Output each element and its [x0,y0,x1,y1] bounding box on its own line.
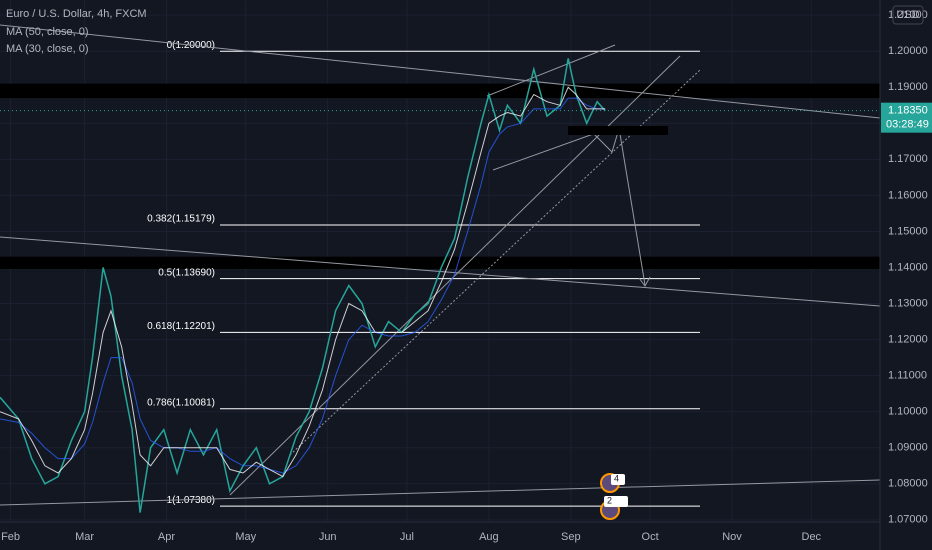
legend-entry: MA (30, close, 0) [6,43,89,55]
x-tick-label: May [235,531,256,543]
x-tick-label: Sep [561,531,581,543]
y-tick-label: 1.09000 [888,442,928,454]
x-tick-label: Jun [319,531,337,543]
x-tick-label: Apr [158,531,175,543]
events: 4 2 [600,473,628,520]
x-tick-label: Oct [642,531,659,543]
chart-title: Euro / U.S. Dollar, 4h, FXCM [6,8,147,20]
zone [0,83,880,99]
y-tick-label: 1.17000 [888,153,928,165]
price-tag [881,102,932,133]
fib-label: 0.5(1.13690) [158,267,215,278]
event-badge [604,496,628,507]
trendline [0,479,881,506]
series-line [0,86,606,478]
y-tick-label: 1.11000 [888,370,927,382]
y-tick-label: 1.15000 [888,225,928,237]
trendline [0,24,881,119]
zone-mark [568,126,668,135]
series-line [0,58,606,513]
legend-entry: MA (50, close, 0) [6,26,89,38]
x-tick-label: Aug [479,531,499,543]
series-line [0,97,606,474]
x-tick-label: Feb [1,531,20,543]
fib-label: 1(1.07380) [167,495,215,506]
price-axis [880,0,932,550]
x-tick-label: Nov [722,531,742,543]
fib-label: 0.382(1.15179) [147,214,215,225]
channel-line [486,44,616,97]
y-tick-label: 1.13000 [888,297,928,309]
y-tick-label: 1.08000 [888,478,928,490]
currency[interactable]: USD [896,9,919,21]
y-tick-label: 1.16000 [888,189,928,201]
countdown: 03:28:49 [886,119,929,131]
arrow [619,133,646,286]
zone [0,256,880,269]
y-tick-label: 1.07000 [888,514,928,526]
y-tick-label: 1.20000 [888,45,928,57]
current-price: 1.18350 [888,105,928,117]
event-count: 4 [614,473,619,483]
arrow-path [589,129,619,153]
y-tick-label: 1.19000 [888,81,928,93]
y-tick-label: 1.14000 [888,261,928,273]
y-tick-label: 1.10000 [888,406,928,418]
y-tick-label: 1.21000 [888,9,928,21]
currency-button[interactable] [892,5,924,25]
event-count: 2 [607,495,612,505]
fib-label: 0.618(1.12201) [147,321,215,332]
x-tick-label: Jul [400,531,414,543]
y-tick-label: 1.12000 [888,333,928,345]
x-tick-label: Mar [75,531,94,543]
fib-label: 0.786(1.10081) [147,397,215,408]
event-badge [611,474,625,485]
x-tick-label: Dec [802,531,822,543]
arrow-head [638,276,651,287]
